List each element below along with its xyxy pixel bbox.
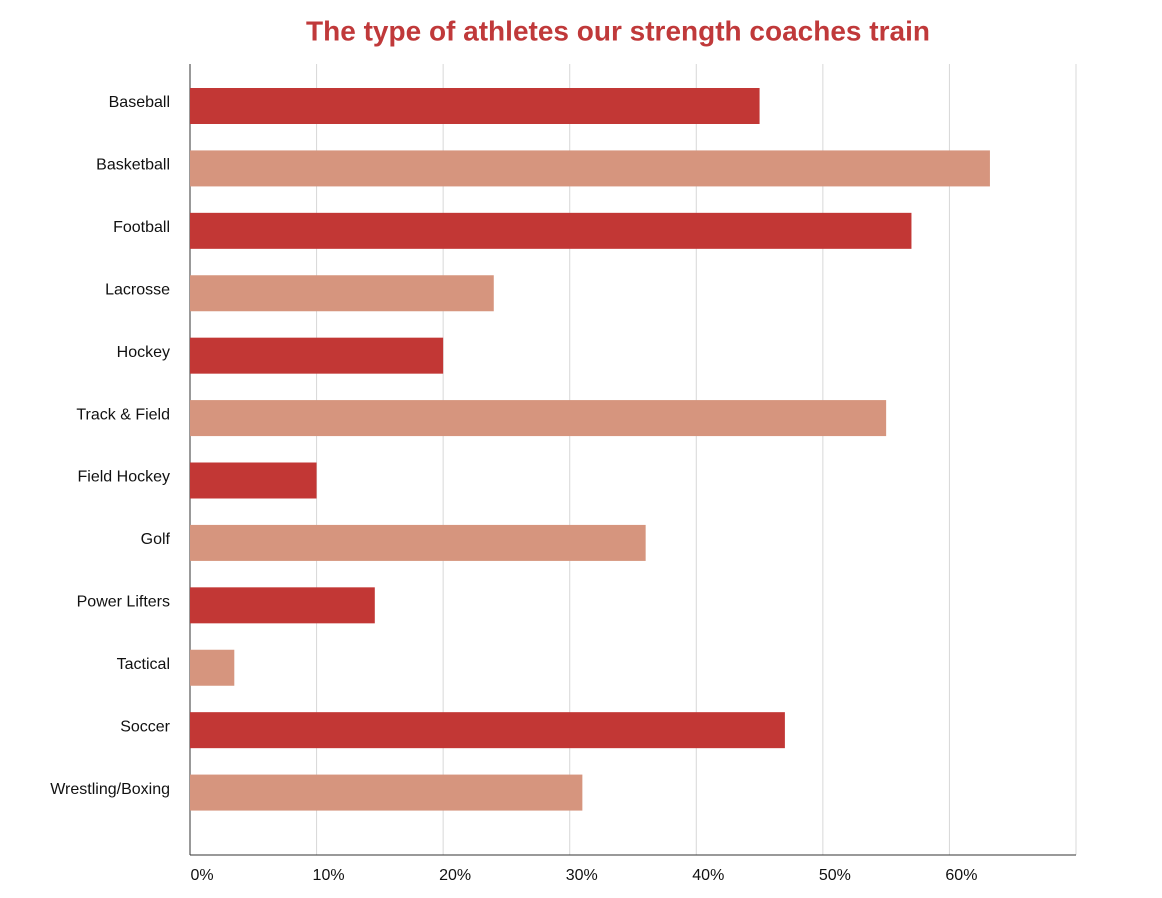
bar [190, 400, 887, 437]
x-tick-label: 20% [439, 867, 471, 884]
y-tick-label: Basketball [96, 157, 170, 174]
bar [190, 712, 785, 749]
x-tick-label: 0% [190, 867, 213, 884]
bar [190, 150, 990, 187]
x-tick-label: 60% [945, 867, 977, 884]
x-tick-label: 30% [566, 867, 598, 884]
y-tick-label: Field Hockey [78, 469, 170, 486]
bar [190, 587, 375, 624]
chart-title: The type of athletes our strength coache… [306, 15, 930, 46]
bar [190, 774, 583, 811]
x-tick-label: 50% [819, 867, 851, 884]
y-tick-label: Power Lifters [77, 594, 170, 611]
y-tick-label: Wrestling/Boxing [50, 781, 170, 798]
bar [190, 649, 235, 686]
y-tick-label: Baseball [109, 94, 170, 111]
bar [190, 462, 317, 499]
y-tick-label: Tactical [117, 656, 170, 673]
bar [190, 524, 646, 561]
bar [190, 88, 760, 124]
x-tick-label: 40% [692, 867, 724, 884]
bar [190, 337, 444, 374]
x-tick-label: 10% [313, 867, 345, 884]
y-tick-label: Lacrosse [105, 281, 170, 298]
y-tick-label: Football [113, 219, 170, 236]
y-tick-label: Track & Field [76, 406, 170, 423]
bar [190, 212, 912, 249]
y-tick-label: Hockey [117, 344, 170, 361]
y-tick-label: Golf [141, 531, 171, 548]
bar [190, 275, 494, 312]
y-tick-label: Soccer [120, 718, 170, 735]
